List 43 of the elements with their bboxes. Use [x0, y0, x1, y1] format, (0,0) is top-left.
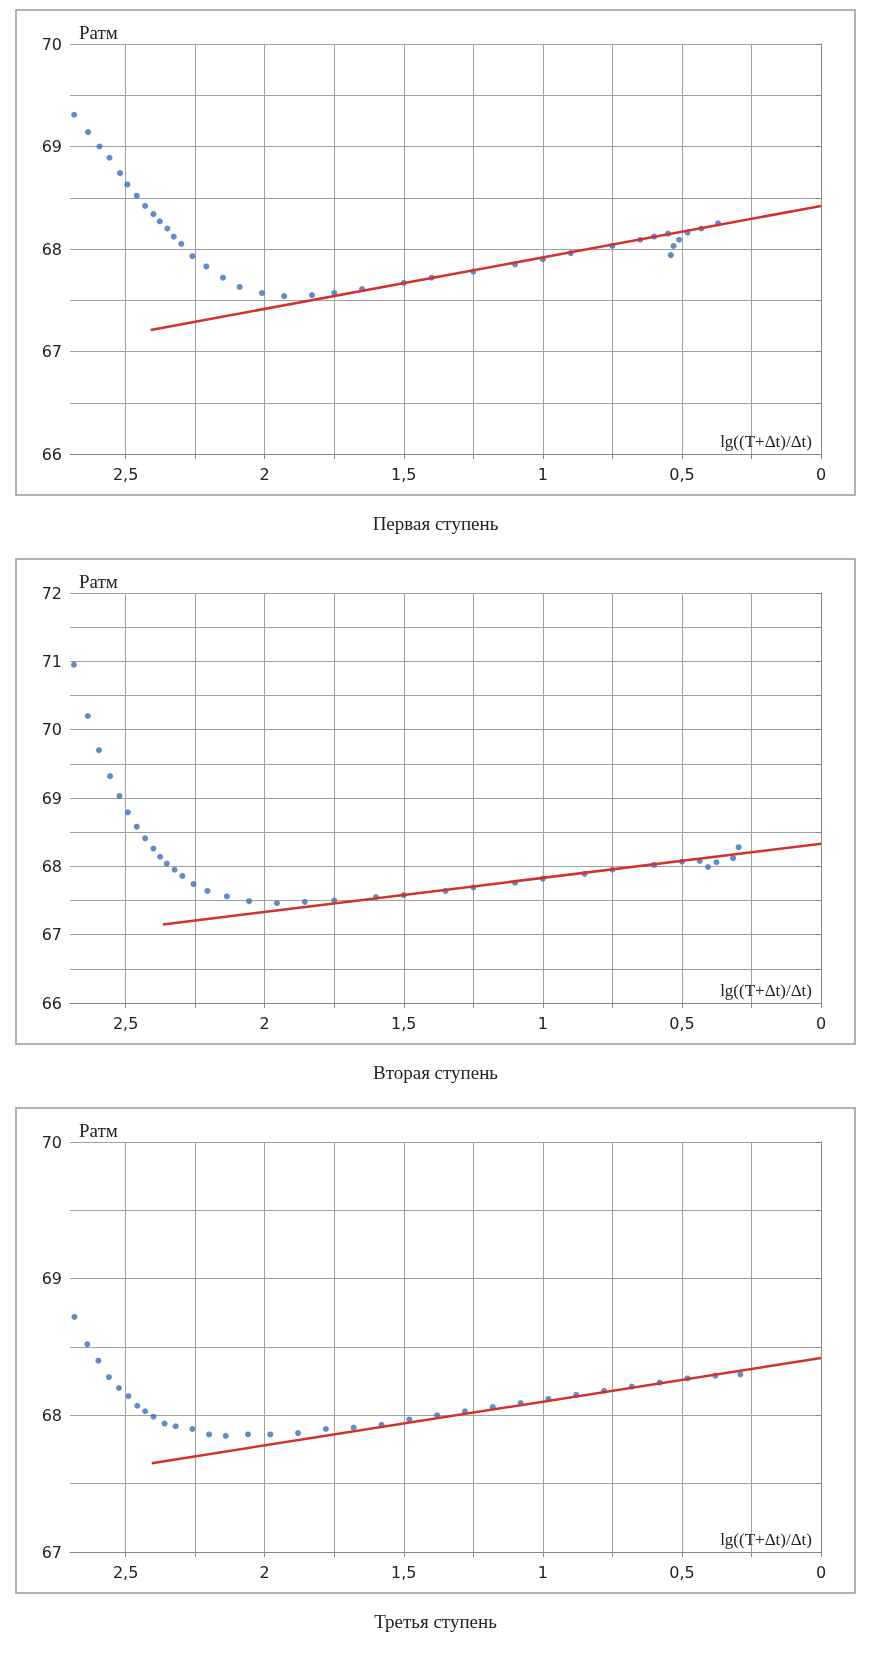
- x-tick-label: 0,5: [669, 1013, 695, 1033]
- x-tick-label: 0: [815, 464, 827, 484]
- x-tick-label: 1: [537, 464, 548, 484]
- x-tick-label: 0,5: [669, 464, 695, 484]
- x-tick-label: 1: [537, 1013, 548, 1033]
- x-tick-label: 2,5: [112, 464, 139, 484]
- y-tick-label: 67: [41, 1542, 62, 1562]
- y-tick-label: 67: [41, 925, 62, 945]
- y-tick-label: 71: [41, 651, 62, 671]
- x-tick-label: 1,5: [391, 1013, 417, 1033]
- x-tick-label: 2,5: [112, 1562, 139, 1582]
- x-tick-label: 2: [259, 1013, 270, 1033]
- y-tick-label: 72: [41, 583, 62, 603]
- y-tick-label: 70: [41, 1132, 62, 1152]
- x-axis-title: lg((T+Δt)/Δt): [720, 432, 812, 451]
- y-tick-label: 70: [41, 34, 62, 54]
- x-tick-label: 1,5: [391, 1562, 417, 1582]
- y-tick-label: 66: [41, 444, 62, 464]
- y-axis-title: Ратм: [79, 22, 118, 43]
- x-tick-label: 2,5: [112, 1013, 139, 1033]
- x-axis-title: lg((T+Δt)/Δt): [720, 981, 812, 1000]
- y-tick-label: 68: [41, 239, 62, 259]
- x-tick-label: 2: [259, 464, 270, 484]
- y-tick-label: 68: [41, 856, 62, 876]
- y-axis-title: Ратм: [79, 571, 118, 592]
- y-tick-label: 66: [41, 993, 62, 1013]
- y-axis-title: Ратм: [79, 1120, 118, 1141]
- y-tick-label: 69: [41, 137, 62, 156]
- x-tick-label: 2: [259, 1562, 270, 1582]
- text: Вторая ступень: [372, 1062, 499, 1083]
- x-tick-label: 1,5: [391, 464, 417, 484]
- text: Третья ступень: [374, 1611, 498, 1632]
- y-tick-label: 67: [41, 342, 62, 361]
- y-tick-label: 69: [41, 788, 62, 808]
- x-tick-label: 0,5: [669, 1562, 695, 1582]
- x-tick-label: 0: [815, 1013, 827, 1033]
- y-tick-label: 68: [41, 1405, 62, 1425]
- y-tick-label: 70: [41, 720, 62, 740]
- text: Первая ступень: [372, 513, 499, 534]
- y-tick-label: 69: [41, 1269, 62, 1289]
- x-axis-title: lg((T+Δt)/Δt): [720, 1530, 812, 1549]
- x-tick-label: 0: [815, 1562, 827, 1582]
- x-tick-label: 1: [537, 1562, 548, 1582]
